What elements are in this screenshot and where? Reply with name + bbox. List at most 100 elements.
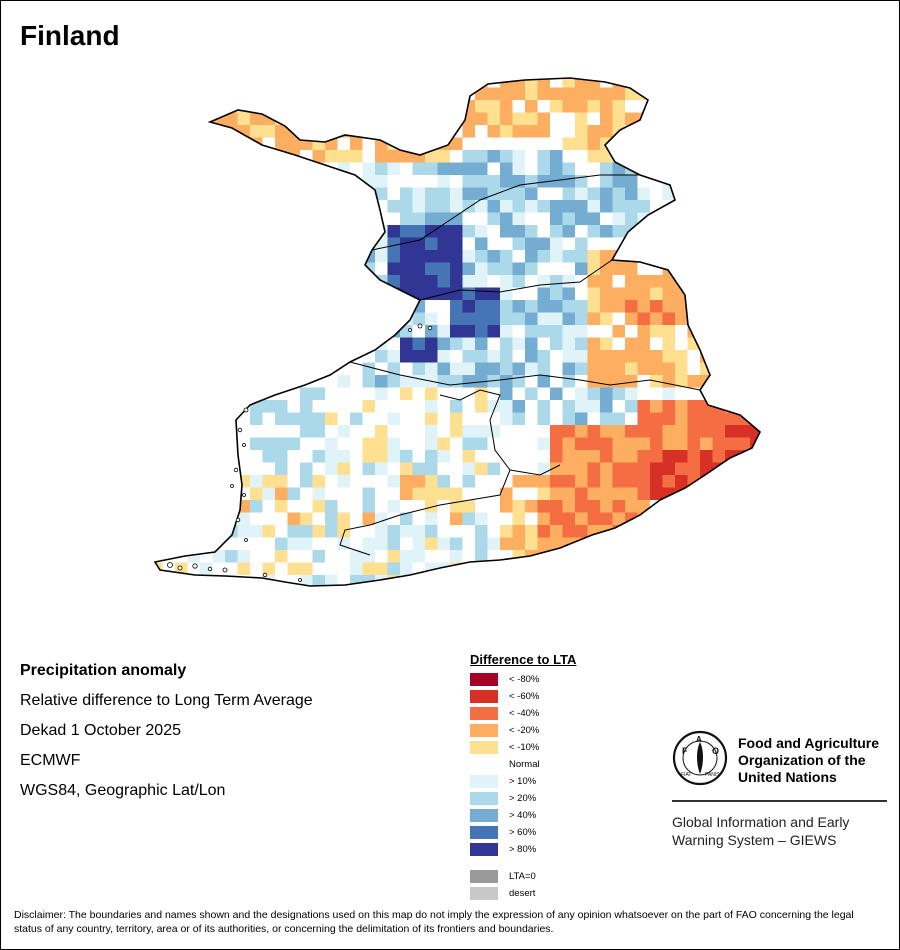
anomaly-cell [475, 475, 488, 488]
svg-text:PANIS: PANIS [705, 772, 720, 778]
anomaly-cell [525, 212, 538, 226]
anomaly-cell [250, 475, 263, 488]
anomaly-cell [550, 212, 563, 226]
anomaly-cell [712, 200, 726, 213]
anomaly-cell [275, 487, 288, 501]
anomaly-cell [250, 337, 263, 351]
anomaly-cell [763, 200, 776, 213]
anomaly-cell [575, 462, 588, 476]
anomaly-cell [662, 325, 676, 338]
anomaly-cell [412, 550, 426, 563]
anomaly-cell [250, 162, 263, 176]
anomaly-cell [175, 337, 188, 351]
anomaly-cell [300, 287, 313, 301]
anomaly-cell [425, 162, 438, 176]
anomaly-cell [550, 387, 563, 401]
anomaly-cell [400, 250, 413, 263]
anomaly-cell [687, 437, 701, 451]
anomaly-cell [187, 250, 201, 263]
anomaly-cell [550, 525, 563, 538]
anomaly-cell [287, 562, 301, 576]
anomaly-cell [763, 175, 776, 188]
anomaly-cell [550, 537, 563, 551]
anomaly-cell [525, 200, 538, 213]
anomaly-cell [487, 300, 501, 313]
anomaly-cell [587, 237, 601, 251]
anomaly-cell [500, 562, 513, 576]
anomaly-cell [512, 450, 526, 463]
anomaly-cell [687, 487, 701, 501]
giews-name: Global Information and Early Warning Sys… [672, 814, 850, 848]
anomaly-cell [750, 400, 760, 413]
anomaly-cell [337, 550, 351, 563]
anomaly-cell [155, 412, 163, 426]
anomaly-cell [187, 212, 201, 226]
svg-text:F: F [682, 746, 688, 756]
anomaly-cell [200, 125, 213, 138]
anomaly-cell [337, 275, 351, 288]
anomaly-cell [587, 187, 601, 201]
anomaly-cell [537, 100, 551, 113]
anomaly-cell [237, 112, 251, 126]
anomaly-cell [625, 562, 638, 576]
anomaly-cell [662, 575, 676, 586]
anomaly-cell [275, 337, 288, 351]
anomaly-cell [475, 262, 488, 276]
anomaly-cell [462, 400, 476, 413]
anomaly-cell [550, 187, 563, 201]
anomaly-cell [262, 250, 276, 263]
anomaly-cell [550, 325, 563, 338]
anomaly-cell [312, 275, 326, 288]
anomaly-cell [612, 387, 626, 401]
anomaly-cell [537, 500, 551, 513]
anomaly-cell [562, 425, 576, 438]
anomaly-cell [650, 137, 663, 151]
anomaly-cell [562, 525, 576, 538]
anomaly-cell [712, 325, 726, 338]
anomaly-cell [487, 325, 501, 338]
anomaly-cell [488, 588, 501, 601]
anomaly-cell [662, 550, 676, 563]
anomaly-cell [162, 462, 176, 476]
anomaly-cell [763, 513, 776, 526]
anomaly-cell [162, 512, 176, 526]
anomaly-cell [537, 237, 551, 251]
anomaly-cell [262, 287, 276, 301]
anomaly-cell [562, 450, 576, 463]
anomaly-cell [175, 212, 188, 226]
anomaly-cell [362, 312, 376, 326]
anomaly-cell [525, 137, 538, 151]
anomaly-cell [375, 300, 388, 313]
anomaly-cell [275, 312, 288, 326]
anomaly-cell [562, 137, 576, 151]
anomaly-cell [737, 362, 751, 376]
anomaly-cell [712, 550, 726, 563]
anomaly-cell [200, 500, 213, 513]
anomaly-cell [312, 462, 326, 476]
anomaly-cell [187, 275, 201, 288]
anomaly-cell [287, 162, 301, 176]
anomaly-cell [312, 112, 326, 126]
anomaly-cell [437, 262, 451, 276]
anomaly-cell [200, 187, 213, 201]
anomaly-cell [750, 237, 760, 251]
anomaly-cell [537, 562, 551, 576]
anomaly-cell [562, 150, 576, 163]
anomaly-cell [475, 550, 488, 563]
anomaly-cell [637, 525, 651, 538]
anomaly-cell [562, 350, 576, 363]
legend-item: Normal [470, 756, 576, 773]
anomaly-cell [425, 525, 438, 538]
anomaly-cell [763, 238, 776, 251]
anomaly-cell [500, 500, 513, 513]
anomaly-cell [425, 150, 438, 163]
anomaly-cell [225, 150, 238, 163]
anomaly-cell [750, 425, 760, 438]
anomaly-cell [313, 588, 326, 601]
anomaly-cell [712, 362, 726, 376]
anomaly-cell [450, 575, 463, 586]
anomaly-cell [212, 78, 226, 88]
anomaly-cell [712, 512, 726, 526]
anomaly-cell [763, 325, 776, 338]
anomaly-cell [537, 362, 551, 376]
